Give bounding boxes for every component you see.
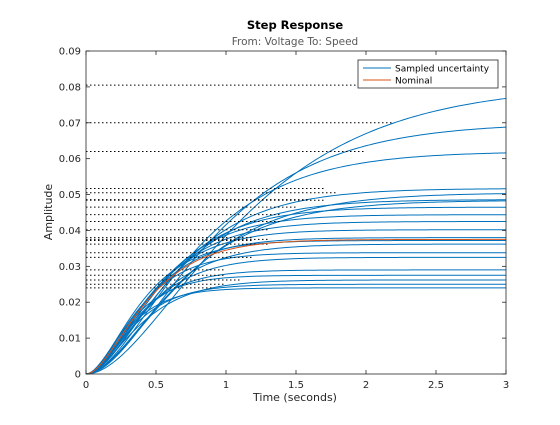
sampled-response-line-4	[86, 193, 506, 374]
y-tick-label: 0.06	[59, 154, 81, 165]
sampled-response-line-19	[86, 283, 506, 374]
y-axis-label: Amplitude	[42, 184, 55, 241]
curves-group	[86, 84, 506, 374]
sampled-response-line-18	[86, 279, 506, 374]
chart-subtitle: From: Voltage To: Speed	[232, 36, 358, 48]
y-tick-label: 0.05	[59, 190, 81, 201]
legend-label-0: Sampled uncertainty	[395, 65, 490, 75]
y-tick-label: 0.07	[59, 118, 81, 129]
x-tick-label: 0	[83, 380, 89, 391]
x-tick-label: 1.5	[288, 380, 304, 391]
sampled-response-line-17	[86, 274, 506, 374]
axes: 0 0.5 1 1.5 2 2.5 3 0 0.01 0.02 0.03 0.04 0.05 0.06 0.…	[59, 47, 509, 392]
x-axis-label: Time (seconds)	[252, 391, 337, 404]
x-tick-label: 3	[503, 380, 509, 391]
y-tick-label: 0.08	[59, 82, 81, 93]
x-tick-label: 2.5	[428, 380, 444, 391]
legend: Sampled uncertainty Nominal	[357, 59, 499, 89]
y-tick-label: 0	[75, 370, 81, 381]
x-tick-label: 1	[223, 380, 229, 391]
plot-area	[86, 51, 506, 374]
sampled-response-line-5	[86, 199, 506, 374]
sampled-response-line-10	[86, 229, 506, 374]
x-tick-label: 0.5	[148, 380, 164, 391]
legend-box	[357, 59, 499, 89]
y-tick-label: 0.09	[59, 47, 81, 58]
y-tick-label: 0.04	[59, 226, 81, 237]
legend-label-1: Nominal	[395, 77, 432, 87]
y-tick-label: 0.01	[59, 334, 81, 345]
nominal-response-line-0	[86, 238, 506, 374]
y-tick-label: 0.03	[59, 262, 81, 273]
sampled-response-line-20	[86, 287, 506, 374]
sampled-response-line-16	[86, 269, 506, 374]
y-tick-label: 0.02	[59, 298, 81, 309]
x-tick-label: 2	[363, 380, 369, 391]
chart-title: Step Response	[247, 18, 343, 32]
